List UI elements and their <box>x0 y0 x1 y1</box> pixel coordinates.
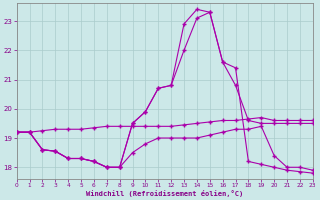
X-axis label: Windchill (Refroidissement éolien,°C): Windchill (Refroidissement éolien,°C) <box>86 190 243 197</box>
